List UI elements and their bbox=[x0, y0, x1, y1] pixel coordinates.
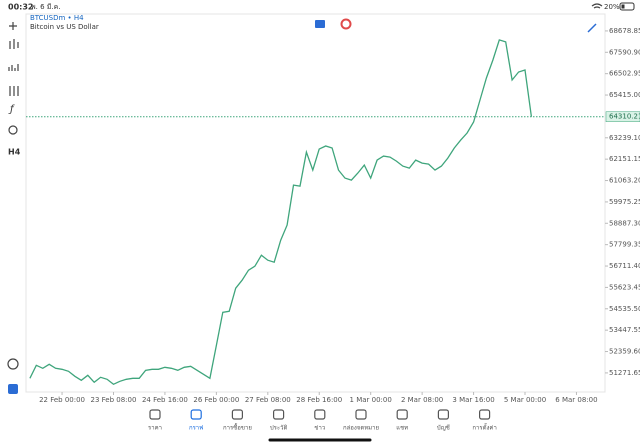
tab-icon[interactable] bbox=[314, 409, 326, 420]
y-tick-label: 52359.60 bbox=[609, 348, 640, 356]
y-tick-label: 62151.15 bbox=[609, 155, 640, 163]
objects-tool[interactable] bbox=[8, 125, 18, 135]
y-tick-label: 59975.25 bbox=[609, 198, 640, 206]
last-price-label: 64310.21 bbox=[609, 113, 640, 121]
wifi-icon bbox=[591, 3, 603, 9]
x-tick-label: 2 Mar 08:00 bbox=[401, 396, 443, 404]
tab-icon[interactable] bbox=[149, 409, 161, 420]
y-tick-label: 65415.00 bbox=[609, 91, 640, 99]
tab-label[interactable]: กล่องจดหมาย bbox=[343, 425, 379, 432]
battery-level bbox=[621, 4, 625, 9]
tab-label[interactable]: การตั้งค่า bbox=[472, 422, 496, 432]
x-tick-label: 27 Feb 08:00 bbox=[245, 396, 291, 404]
status-date: พ. 6 มี.ค. bbox=[31, 3, 61, 11]
y-tick-label: 55623.45 bbox=[609, 283, 640, 291]
left-toolbar: ƒ H4 bbox=[7, 22, 21, 394]
y-tick-label: 54535.50 bbox=[609, 305, 640, 313]
plot-frame bbox=[25, 13, 606, 393]
timeframe-button[interactable]: H4 bbox=[8, 148, 21, 157]
y-tick-label: 56711.40 bbox=[609, 262, 640, 270]
x-tick-label: 1 Mar 00:00 bbox=[350, 396, 392, 404]
x-tick-label: 3 Mar 16:00 bbox=[452, 396, 494, 404]
y-tick-label: 53447.55 bbox=[609, 326, 640, 334]
tab-icon[interactable] bbox=[190, 409, 202, 420]
x-tick-label: 26 Feb 00:00 bbox=[193, 396, 239, 404]
battery-icon bbox=[619, 2, 635, 11]
chart-subtitle: Bitcoin vs US Dollar bbox=[30, 23, 99, 31]
status-time: 00:32 bbox=[8, 3, 33, 12]
tab-icon[interactable] bbox=[437, 409, 449, 420]
x-tick-label: 5 Mar 00:00 bbox=[504, 396, 546, 404]
y-tick-label: 63239.10 bbox=[609, 134, 640, 142]
indicators-tool[interactable] bbox=[8, 64, 19, 71]
price-line bbox=[29, 39, 533, 386]
x-tick-label: 24 Feb 16:00 bbox=[142, 396, 188, 404]
tab-label[interactable]: แชท bbox=[396, 425, 408, 432]
tab-label[interactable]: ราคา bbox=[148, 425, 162, 432]
tab-label[interactable]: กราฟ bbox=[189, 425, 203, 432]
candles-tool[interactable] bbox=[9, 39, 19, 49]
x-tick-label: 6 Mar 08:00 bbox=[555, 396, 597, 404]
settings-tool[interactable] bbox=[9, 86, 19, 96]
tab-label[interactable]: การซื้อขาย bbox=[223, 422, 252, 432]
y-tick-label: 66502.95 bbox=[609, 70, 640, 78]
tab-icon[interactable] bbox=[231, 409, 243, 420]
x-tick-label: 28 Feb 16:00 bbox=[296, 396, 342, 404]
tab-label[interactable]: ประวัติ bbox=[270, 425, 288, 432]
alert-icon[interactable] bbox=[340, 18, 352, 30]
zoom-tool[interactable] bbox=[7, 358, 19, 370]
draw-tool[interactable] bbox=[587, 23, 597, 33]
tab-label[interactable]: บัญชี bbox=[437, 424, 450, 432]
y-tick-label: 57799.35 bbox=[609, 241, 640, 249]
tab-label[interactable]: ข่าว bbox=[314, 425, 325, 432]
function-tool[interactable]: ƒ bbox=[8, 104, 15, 115]
status-battery: 20% bbox=[604, 3, 620, 11]
tab-icon[interactable] bbox=[479, 409, 491, 420]
trade-tool[interactable] bbox=[8, 384, 18, 394]
last-price-box bbox=[605, 111, 640, 122]
crosshair-tool[interactable] bbox=[9, 22, 17, 30]
tab-icon[interactable] bbox=[355, 409, 367, 420]
buy-icon[interactable] bbox=[315, 20, 325, 28]
y-tick-label: 61063.20 bbox=[609, 177, 640, 185]
x-tick-label: 23 Feb 08:00 bbox=[91, 396, 137, 404]
tab-icon[interactable] bbox=[273, 409, 285, 420]
tab-icon[interactable] bbox=[396, 409, 408, 420]
y-tick-label: 58887.30 bbox=[609, 219, 640, 227]
y-tick-label: 68678.85 bbox=[609, 27, 640, 35]
y-tick-label: 67590.90 bbox=[609, 48, 640, 56]
y-tick-label: 51271.65 bbox=[609, 369, 640, 377]
x-tick-label: 22 Feb 00:00 bbox=[39, 396, 85, 404]
chart-title: BTCUSDm • H4 bbox=[30, 14, 84, 22]
